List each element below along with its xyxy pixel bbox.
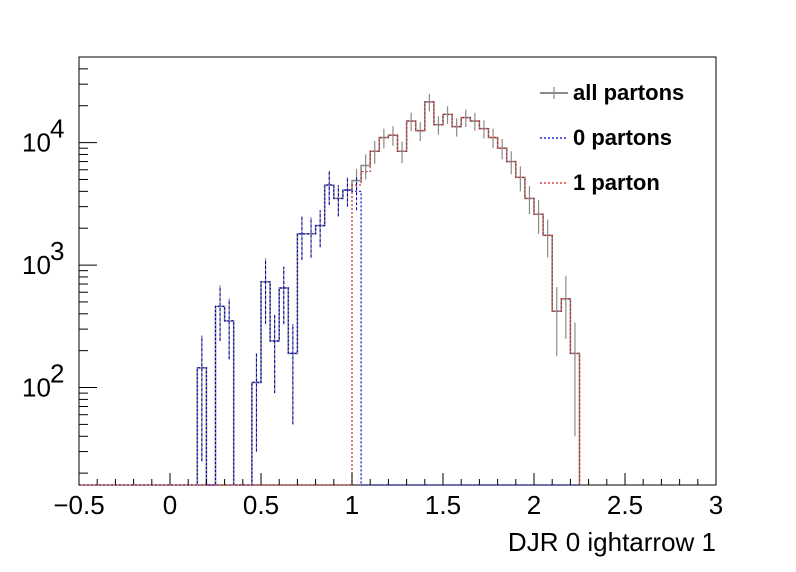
y-tick-exponent: 2 [50, 359, 64, 389]
legend: all partons 0 partons 1 parton [540, 80, 684, 195]
x-tick-label: 3 [709, 490, 723, 520]
x-axis-title: DJR 0 ightarrow 1 [508, 527, 716, 557]
x-tick-label: −0.5 [53, 490, 104, 520]
error-bars [201, 93, 576, 462]
legend-label-p0: 0 partons [573, 125, 672, 150]
y-tick-label: 10 [22, 128, 51, 158]
series-layer [79, 101, 581, 486]
x-tick-label: 0 [163, 490, 177, 520]
y-tick-label: 10 [22, 250, 51, 280]
y-tick-label: 10 [22, 373, 51, 403]
x-tick-label: 2 [527, 490, 541, 520]
series-line-zero-partons [79, 184, 580, 486]
series-line-one-parton [79, 101, 581, 486]
plot-frame [78, 56, 717, 486]
legend-label-p1: 1 parton [573, 170, 660, 195]
series-line-all-partons [79, 101, 581, 486]
x-tick-label: 2.5 [607, 490, 643, 520]
x-tick-label: 1.5 [425, 490, 461, 520]
y-tick-exponent: 3 [50, 236, 64, 266]
x-tick-label: 0.5 [243, 490, 279, 520]
legend-label-all: all partons [573, 80, 684, 105]
y-tick-exponent: 4 [50, 114, 64, 144]
x-tick-label: 1 [345, 490, 359, 520]
